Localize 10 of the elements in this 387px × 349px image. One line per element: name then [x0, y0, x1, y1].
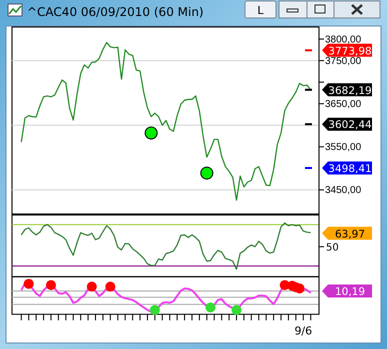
y-tick-label: 3800,00: [325, 34, 362, 46]
chart-title: ^CAC40 06/09/2010 (60 Min): [27, 5, 204, 19]
y-tick-label: 3450,00: [325, 185, 362, 196]
y-tick-label: 3550,00: [325, 142, 362, 153]
y-tick-label: 3650,00: [325, 98, 362, 110]
y-tick-label: 3750,00: [325, 56, 362, 67]
text: 50: [326, 242, 339, 254]
text: L: [257, 4, 264, 17]
text: 9/6: [294, 324, 312, 338]
price-tag: 10,19: [322, 284, 372, 298]
